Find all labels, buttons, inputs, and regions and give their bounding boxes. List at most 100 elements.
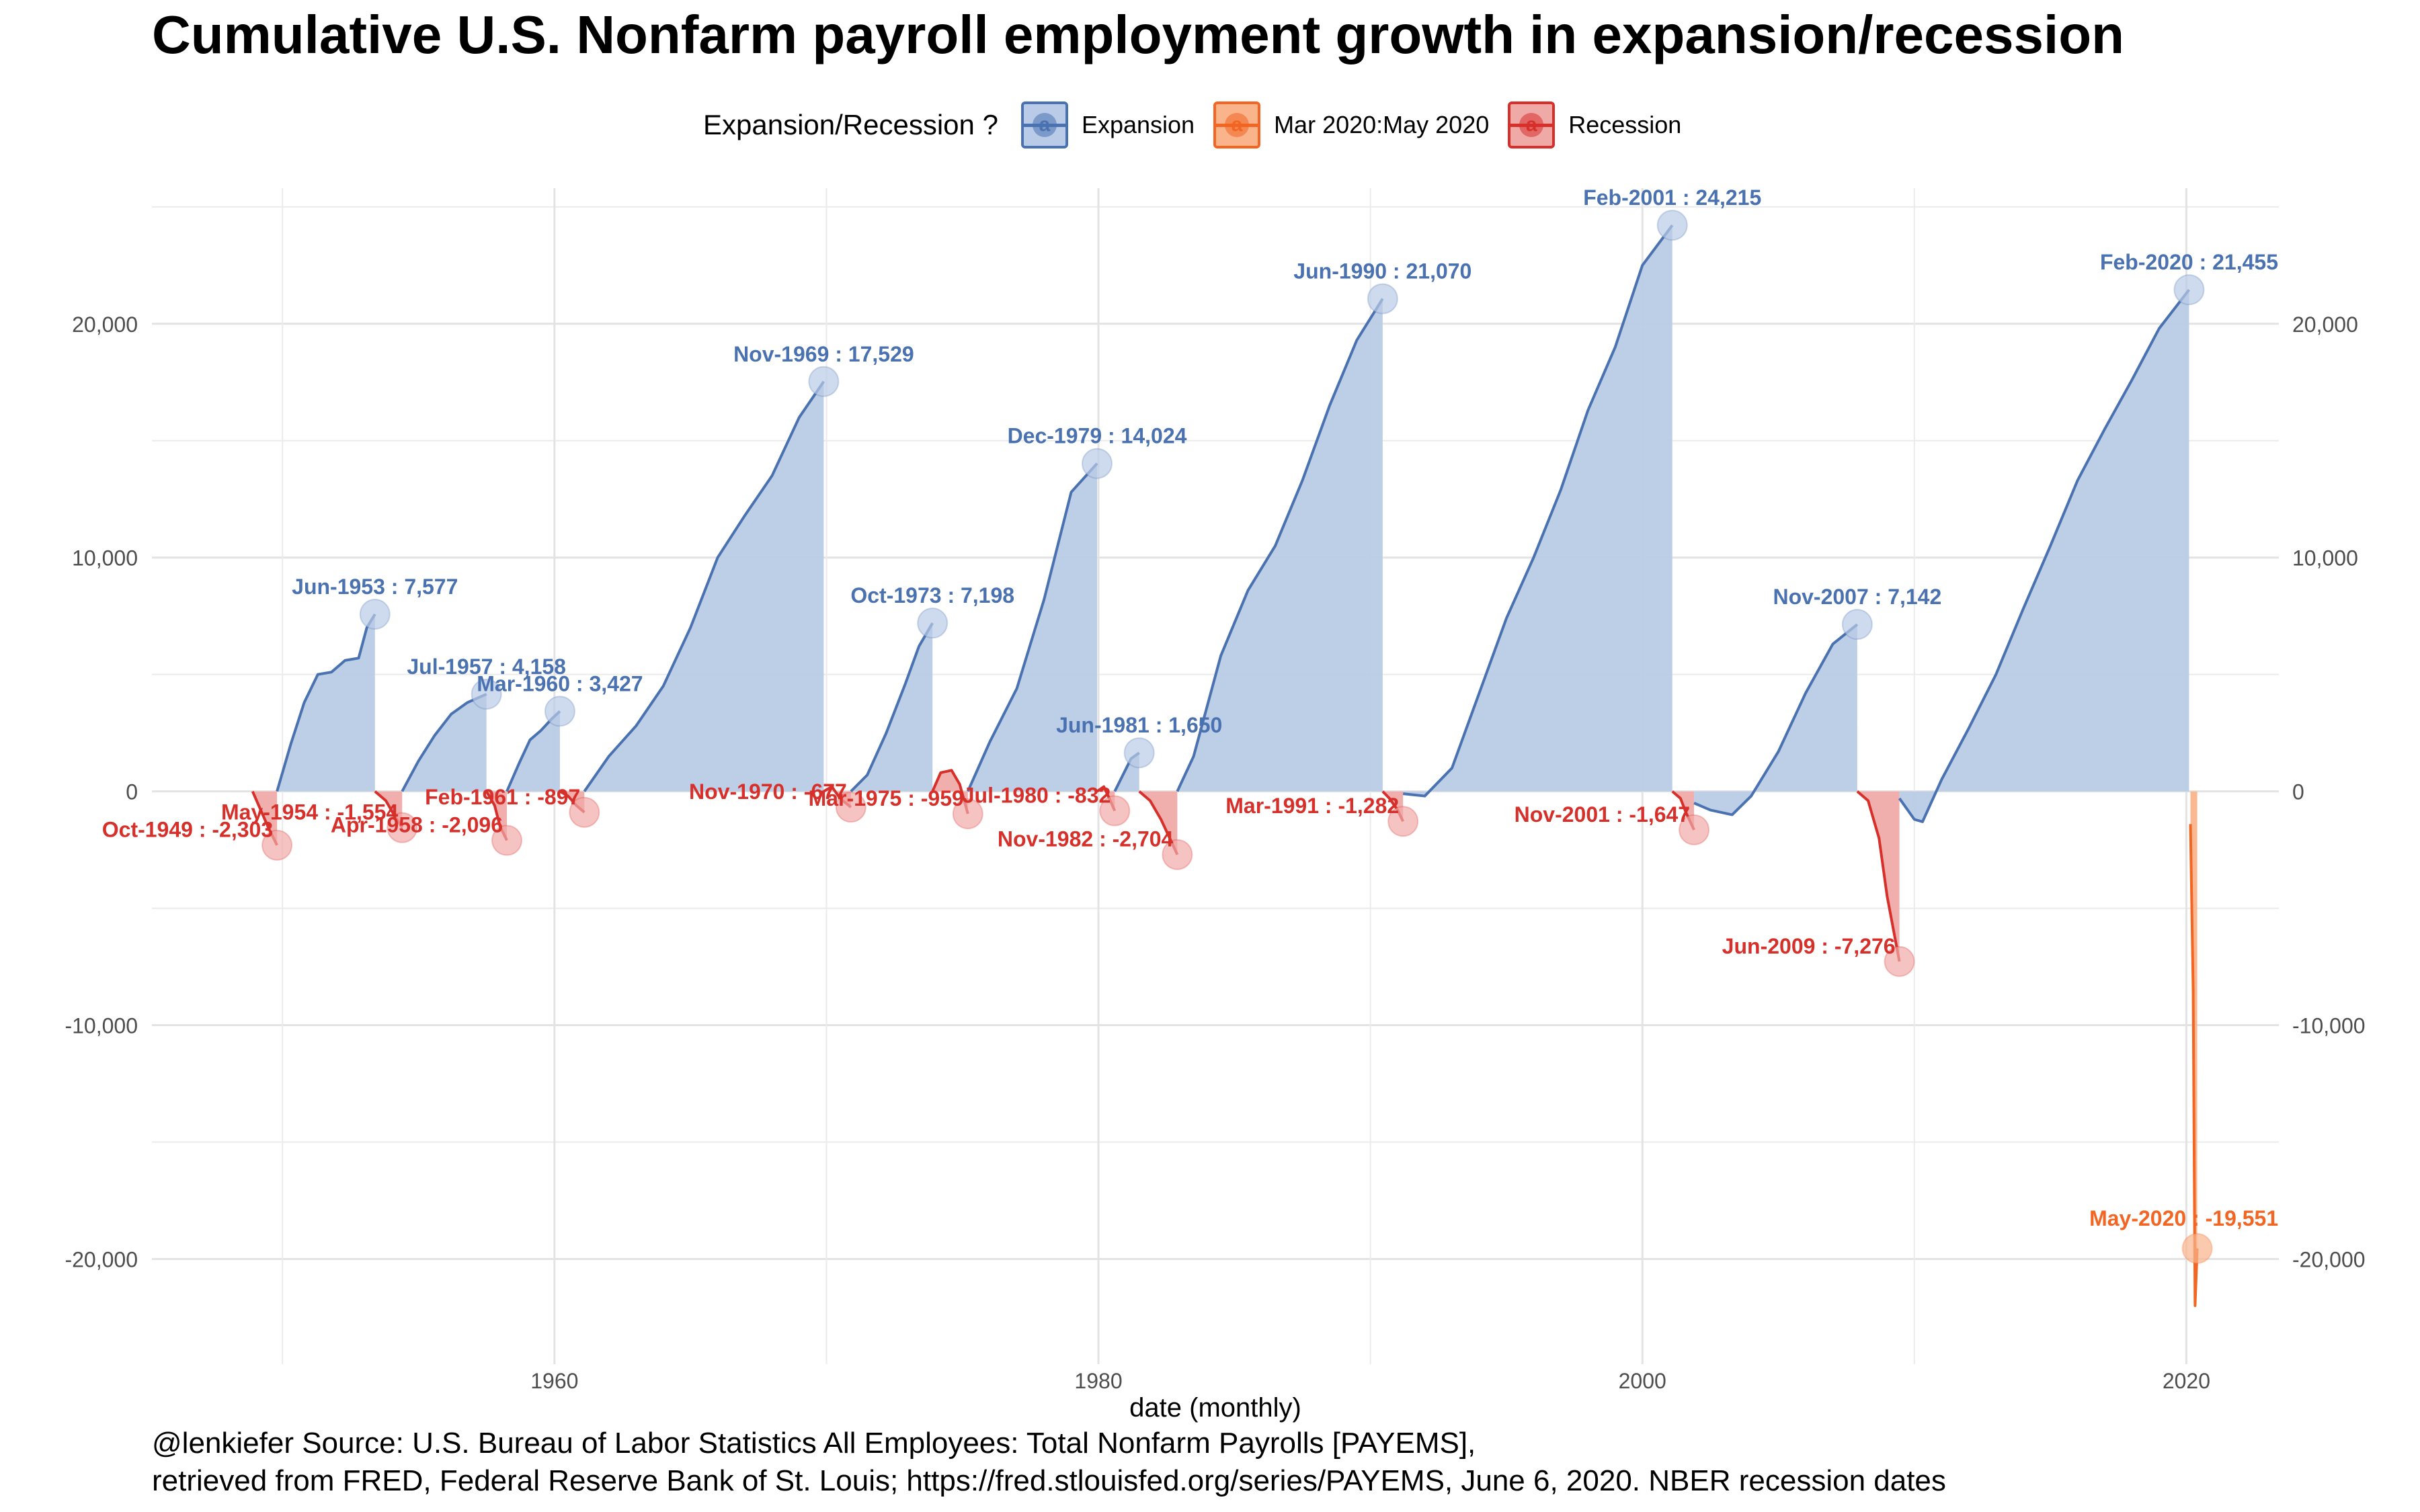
- y-tick-label-left: 10,000: [72, 546, 138, 571]
- legend-key-letter: a: [1039, 114, 1051, 136]
- series-area: [850, 623, 933, 792]
- y-tick-label-left: -10,000: [65, 1014, 138, 1038]
- legend-key-letter: a: [1231, 114, 1243, 136]
- axis-layer: -20,000 -20,000 -10,000 -10,000 0 0 10,000 10,0…: [65, 312, 2365, 1423]
- annotation-label: Feb-2020 : 21,455: [2100, 250, 2278, 274]
- annotation-label: Jun-1953 : 7,577: [292, 575, 458, 599]
- annotation-point: [359, 599, 391, 630]
- annotation-point: [1099, 795, 1131, 827]
- point-layer: [261, 210, 2213, 1264]
- line-layer: [251, 224, 2199, 1308]
- y-tick-label-right: -10,000: [2292, 1014, 2366, 1038]
- annotation-point: [1884, 946, 1915, 977]
- annotation-point: [1162, 839, 1193, 870]
- annotation-label: Mar-1975 : -959: [809, 786, 964, 810]
- annotation-point: [835, 792, 866, 823]
- area-layer: [252, 225, 2197, 1306]
- series-area: [823, 786, 851, 808]
- series-area: [1403, 225, 1672, 796]
- legend-key-recession: a: [1508, 101, 1556, 149]
- y-tick-label-right: 10,000: [2292, 546, 2358, 571]
- annotation-label: Oct-1949 : -2,303: [102, 818, 273, 842]
- series-area: [277, 614, 375, 792]
- y-tick-label-right: -20,000: [2292, 1247, 2366, 1271]
- annotation-point: [952, 798, 983, 829]
- legend-key-covid: a: [1213, 101, 1261, 149]
- x-tick-label: 1960: [530, 1369, 578, 1393]
- annotation-point: [471, 678, 502, 710]
- annotation-point: [2173, 274, 2205, 306]
- series-line: [1856, 790, 1901, 962]
- series-line: [931, 769, 969, 814]
- x-tick-label: 1980: [1074, 1369, 1122, 1393]
- series-area: [507, 711, 560, 792]
- legend: Expansion/Recession ? a Expansion a Mar …: [703, 98, 1700, 152]
- annotation-point: [261, 829, 293, 861]
- series-area: [1177, 298, 1383, 792]
- series-line: [1693, 623, 1859, 816]
- series-line: [966, 462, 1098, 792]
- series-area: [1694, 624, 1857, 815]
- annotation-point: [569, 796, 600, 828]
- series-line: [1898, 288, 2191, 823]
- annotation-label: Nov-1970 : -677: [689, 780, 847, 804]
- annotation-label: Apr-1958 : -2,096: [331, 813, 503, 837]
- annotation-point: [1841, 609, 1873, 640]
- legend-key-letter: a: [1525, 114, 1537, 136]
- series-line: [1402, 224, 1674, 798]
- annotation-label: Nov-2007 : 7,142: [1773, 585, 1941, 609]
- annotation-point: [1656, 210, 1688, 241]
- annotation-label: Nov-1969 : 17,529: [733, 342, 914, 366]
- annotation-label: May-1954 : -1,554: [221, 800, 398, 825]
- series-line: [850, 622, 934, 793]
- annotation-point: [808, 366, 840, 397]
- caption-line-1: @lenkiefer Source: U.S. Bureau of Labor …: [152, 1427, 1476, 1460]
- annotation-point: [1081, 448, 1113, 479]
- annotation-label: Nov-2001 : -1,647: [1515, 802, 1690, 827]
- annotation-label: Dec-1979 : 14,024: [1008, 424, 1187, 448]
- x-tick-label: 2020: [2163, 1369, 2210, 1393]
- legend-item-recession: a Recession: [1508, 101, 1681, 149]
- legend-label-expansion: Expansion: [1081, 111, 1195, 138]
- annotation-label: Jul-1957 : 4,158: [407, 655, 566, 679]
- x-tick-label: 2000: [1619, 1369, 1666, 1393]
- legend-key-expansion: a: [1020, 101, 1068, 149]
- series-area: [1899, 290, 2189, 822]
- y-tick-label-left: 0: [126, 780, 138, 804]
- y-tick-label-right: 20,000: [2292, 312, 2358, 337]
- annotation-point: [491, 825, 523, 856]
- annotation-label: Jun-2009 : -7,276: [1722, 934, 1896, 958]
- caption: @lenkiefer Source: U.S. Bureau of Labor …: [152, 1425, 1946, 1500]
- series-area: [374, 791, 403, 828]
- legend-key-dot: [1225, 113, 1250, 137]
- annotation-point: [1123, 737, 1155, 769]
- annotation-point: [917, 607, 949, 639]
- caption-line-2: retrieved from FRED, Federal Reserve Ban…: [152, 1464, 1946, 1497]
- series-area: [1139, 791, 1178, 855]
- series-line: [1176, 298, 1384, 792]
- series-line: [2189, 824, 2199, 1308]
- series-line: [583, 380, 825, 792]
- annotation-label: Mar-1991 : -1,282: [1225, 794, 1399, 818]
- annotation-point: [2181, 1232, 2213, 1264]
- legend-item-expansion: a Expansion: [1020, 101, 1195, 149]
- series-line: [276, 613, 376, 792]
- annotation-label: Jun-1981 : 1,650: [1056, 713, 1222, 737]
- series-area: [402, 694, 487, 792]
- legend-label-recession: Recession: [1568, 111, 1682, 138]
- legend-key-dot: [1032, 113, 1057, 137]
- annotation-point: [1679, 814, 1710, 845]
- y-tick-label-left: 20,000: [72, 312, 138, 337]
- annotation-label: Oct-1973 : 7,198: [850, 583, 1014, 607]
- annotation-label: Feb-2001 : 24,215: [1583, 185, 1761, 210]
- y-tick-label-right: 0: [2292, 780, 2304, 804]
- annotation-point: [1387, 806, 1419, 837]
- annotation-label: Jun-1990 : 21,070: [1293, 259, 1471, 284]
- series-area: [1382, 791, 1404, 822]
- series-area: [932, 770, 968, 814]
- annotation-point: [387, 812, 418, 843]
- series-area: [967, 463, 1097, 792]
- label-layer: Oct-1949 : -2,303 Jun-1953 : 7,577 May-195…: [102, 185, 2278, 1230]
- x-axis-label: date (monthly): [1129, 1393, 1301, 1423]
